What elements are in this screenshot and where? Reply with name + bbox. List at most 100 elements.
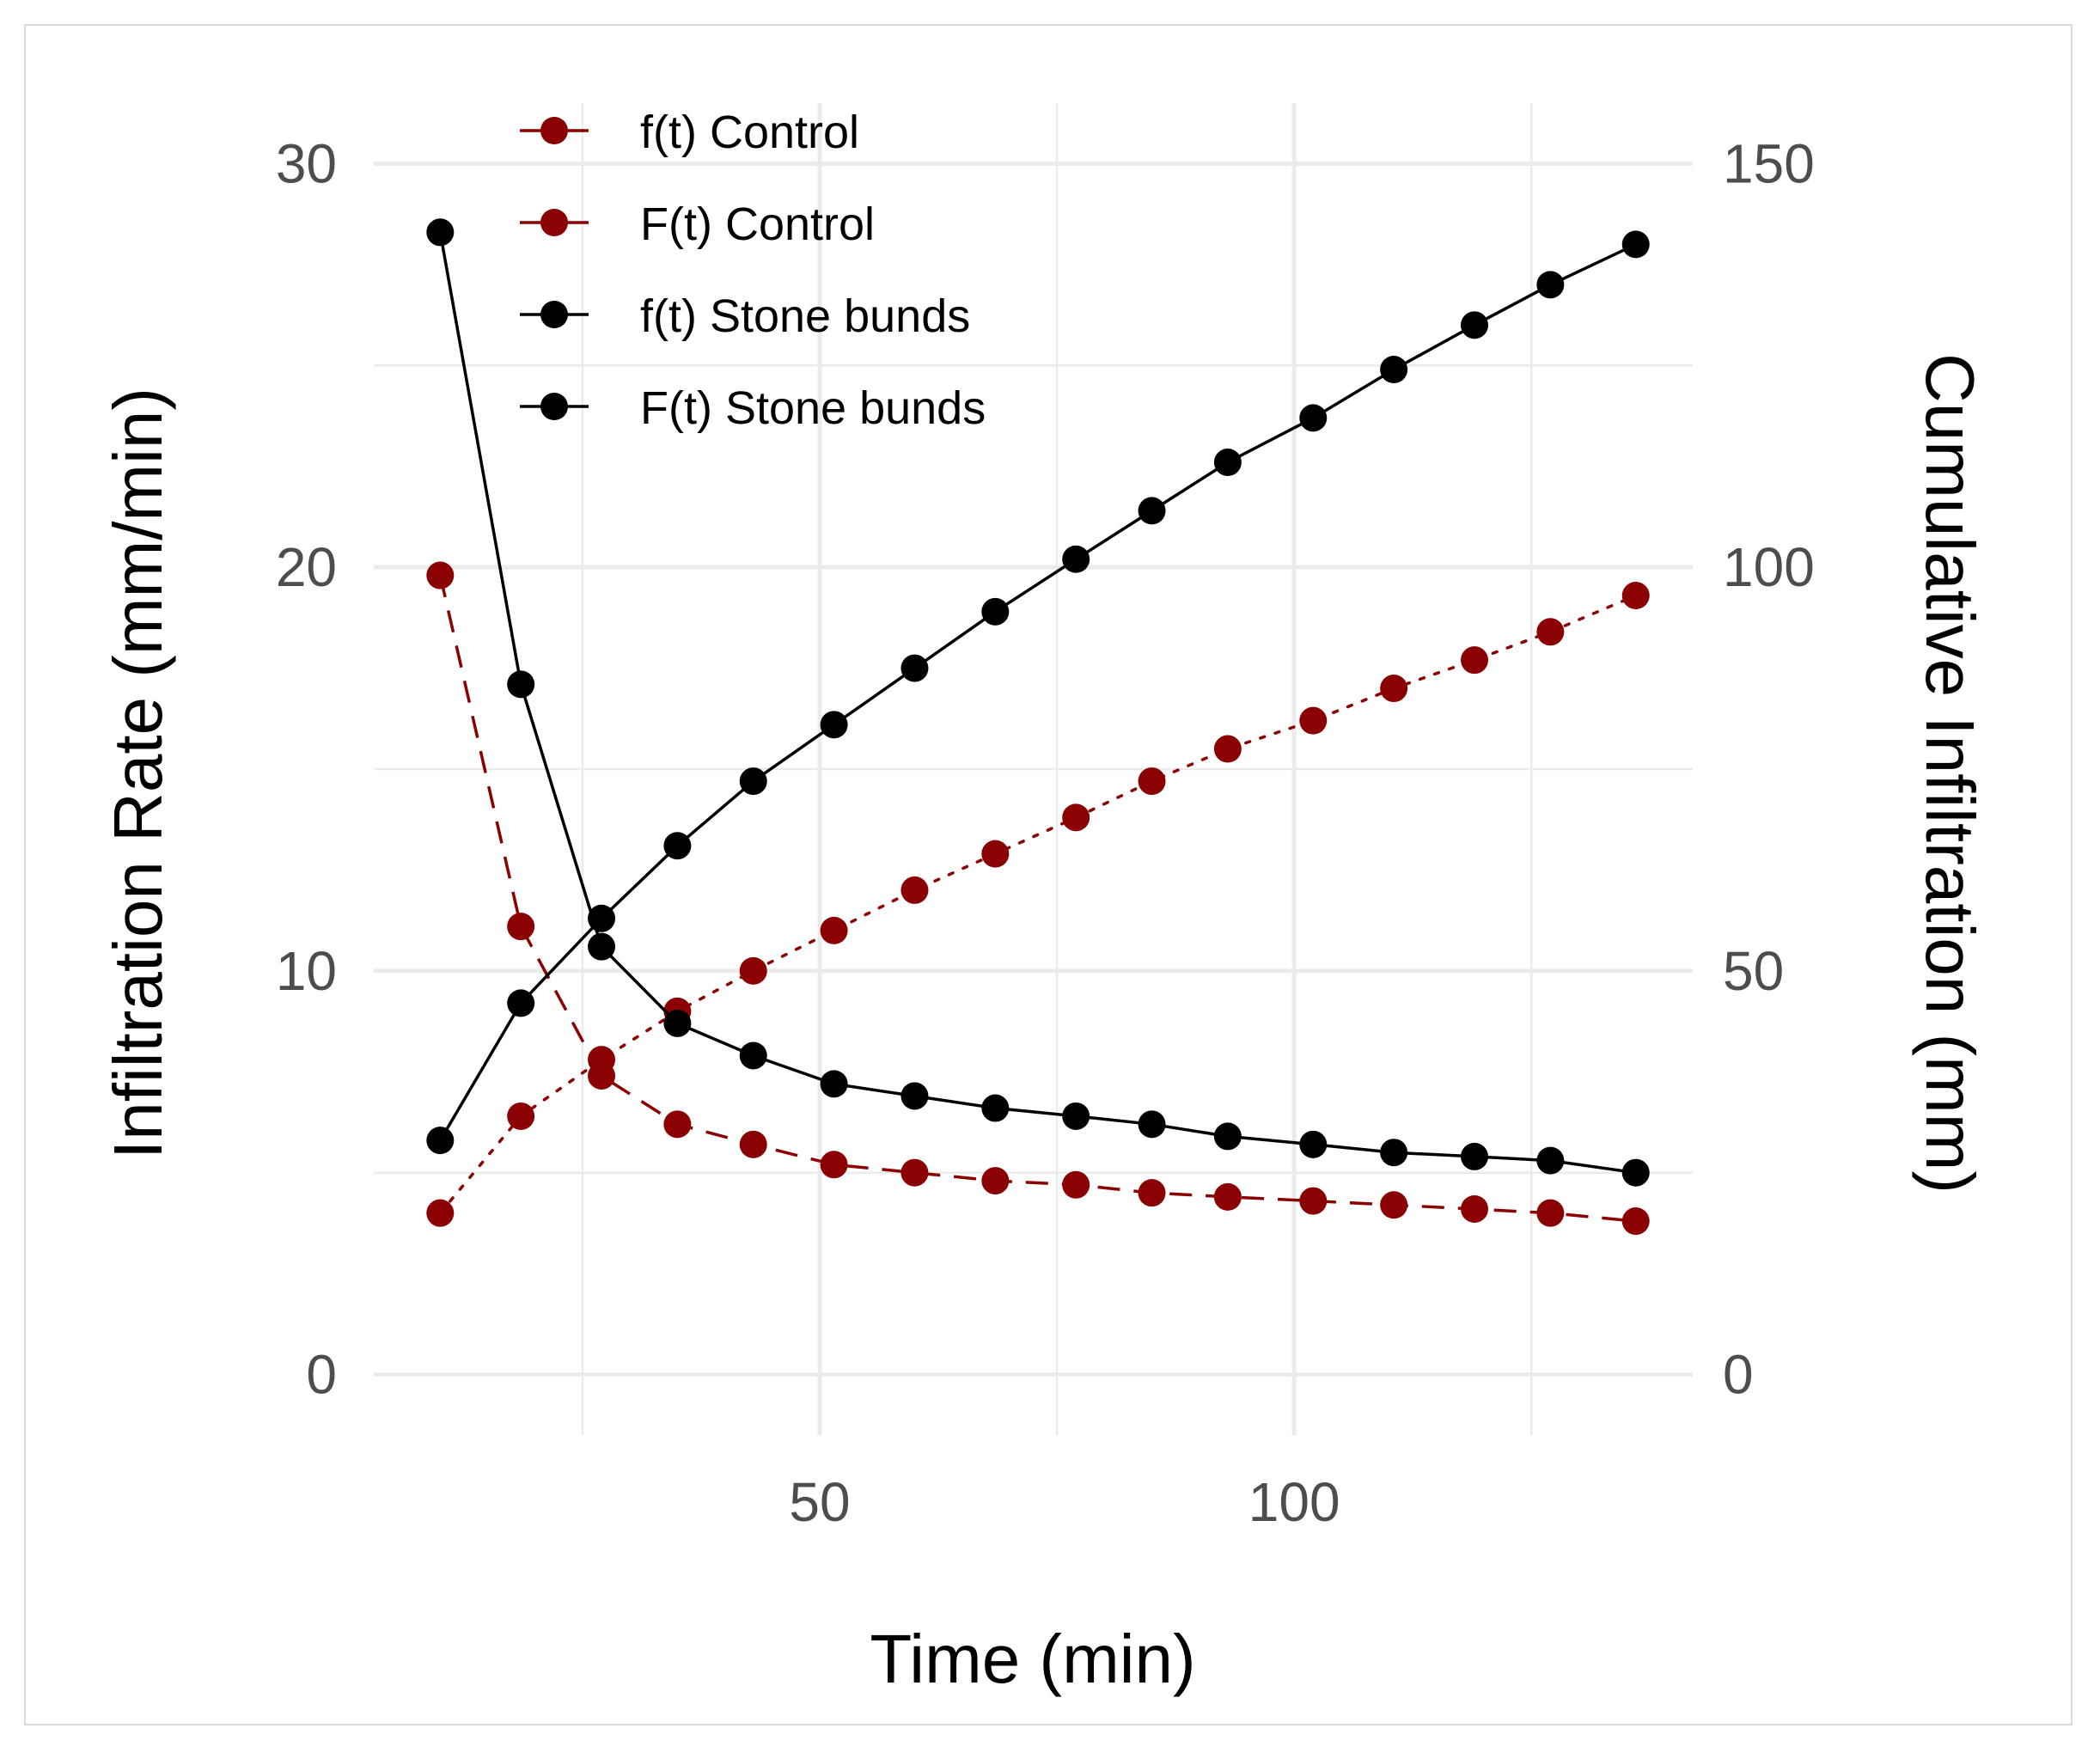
legend-key-marker [540, 117, 568, 144]
y-right-tick-label: 100 [1723, 536, 1815, 598]
data-point [1062, 545, 1090, 573]
series-line-f-t-control [438, 575, 1636, 1223]
y-right-tick-label: 150 [1723, 132, 1815, 194]
legend-item: f(t) Control [520, 107, 859, 158]
data-point [900, 876, 929, 904]
data-point [1138, 1179, 1166, 1207]
data-point [426, 561, 455, 589]
data-point [663, 832, 692, 860]
data-point [507, 1102, 535, 1130]
data-point [981, 597, 1010, 626]
legend-label: f(t) Stone bunds [640, 290, 970, 342]
tick-labels: 0 10 20 30 0 50 100 150 50 100 [276, 132, 1815, 1533]
data-point [588, 932, 616, 961]
legend-item: F(t) Stone bunds [520, 382, 986, 434]
data-point [663, 1110, 692, 1139]
data-point [426, 1127, 455, 1155]
legend-item: F(t) Control [520, 198, 875, 250]
y-axis-right-title: Cumulative Infiltration (mm) [1912, 353, 1988, 1194]
data-point [739, 767, 767, 796]
data-point [981, 1167, 1010, 1195]
grid-lines [374, 103, 1693, 1435]
data-point [1380, 356, 1408, 383]
series-f-t-stone-bunds [426, 230, 1650, 1155]
series-f-t-stone-bunds [426, 218, 1650, 1187]
data-point [507, 913, 535, 941]
x-axis-title: Time (min) [870, 1621, 1195, 1697]
series-f-t-control [426, 582, 1650, 1227]
data-point [1461, 1142, 1489, 1170]
data-point [739, 1130, 767, 1158]
data-point [1461, 646, 1489, 675]
data-point [981, 1094, 1010, 1122]
legend-key-marker [540, 393, 568, 420]
data-point [820, 711, 848, 739]
data-point [426, 218, 455, 247]
data-point [1299, 1130, 1328, 1158]
data-point [1213, 1182, 1242, 1211]
series-f-t-control [426, 561, 1650, 1236]
legend-label: f(t) Control [640, 107, 859, 158]
series-line-f-t-control [438, 594, 1638, 1215]
legend-label: F(t) Control [640, 198, 875, 250]
x-tick-label: 100 [1248, 1471, 1340, 1533]
data-point [588, 904, 616, 932]
series-line-f-t-stone-bunds [438, 242, 1637, 1141]
data-point [900, 1082, 929, 1110]
data-point [1138, 767, 1166, 796]
data-point [1062, 803, 1090, 832]
y-axis-left-title: Infiltration Rate (mm/min) [100, 388, 176, 1159]
data-point [1299, 404, 1328, 432]
y-left-tick-label: 10 [276, 940, 337, 1002]
data-point [900, 654, 929, 682]
data-point [739, 956, 767, 985]
data-point [1299, 706, 1328, 735]
data-point [1536, 271, 1565, 299]
data-point [1461, 311, 1489, 339]
data-point [663, 1009, 692, 1037]
data-point [1621, 582, 1650, 610]
data-point [1536, 1146, 1565, 1175]
data-point [1062, 1170, 1090, 1199]
data-point [1621, 230, 1650, 259]
legend-key-marker [540, 209, 568, 236]
data-point [1213, 449, 1242, 477]
data-point [1536, 618, 1565, 646]
data-point [1621, 1207, 1650, 1236]
y-left-tick-label: 30 [276, 132, 337, 194]
data-point [820, 1151, 848, 1179]
data-point [1380, 675, 1408, 703]
data-point [1138, 497, 1166, 525]
data-point [507, 989, 535, 1017]
legend: f(t) Control F(t) Control f(t) Stone bunds… [520, 107, 986, 434]
data-point [588, 1046, 616, 1074]
data-point [1138, 1110, 1166, 1139]
series-layer [426, 218, 1650, 1236]
y-left-tick-label: 20 [276, 536, 337, 598]
y-right-tick-label: 50 [1723, 940, 1784, 1002]
data-point [1062, 1102, 1090, 1130]
data-point [1536, 1199, 1565, 1227]
figure-frame [24, 24, 2073, 1725]
data-point [981, 840, 1010, 868]
data-point [1461, 1194, 1489, 1223]
data-point [1299, 1187, 1328, 1215]
data-point [426, 1199, 455, 1227]
legend-item: f(t) Stone bunds [520, 290, 970, 342]
data-point [900, 1158, 929, 1187]
data-point [1213, 1122, 1242, 1151]
data-point [1380, 1191, 1408, 1219]
y-left-tick-label: 0 [306, 1344, 337, 1406]
data-point [820, 1070, 848, 1098]
data-point [1621, 1158, 1650, 1187]
data-point [507, 670, 535, 699]
legend-label: F(t) Stone bunds [640, 382, 986, 434]
y-right-tick-label: 0 [1723, 1344, 1754, 1406]
data-point [1380, 1139, 1408, 1167]
data-point [739, 1041, 767, 1070]
x-tick-label: 50 [789, 1471, 850, 1533]
data-point [1213, 735, 1242, 763]
series-line-f-t-stone-bunds [438, 231, 1636, 1175]
data-point [820, 916, 848, 944]
